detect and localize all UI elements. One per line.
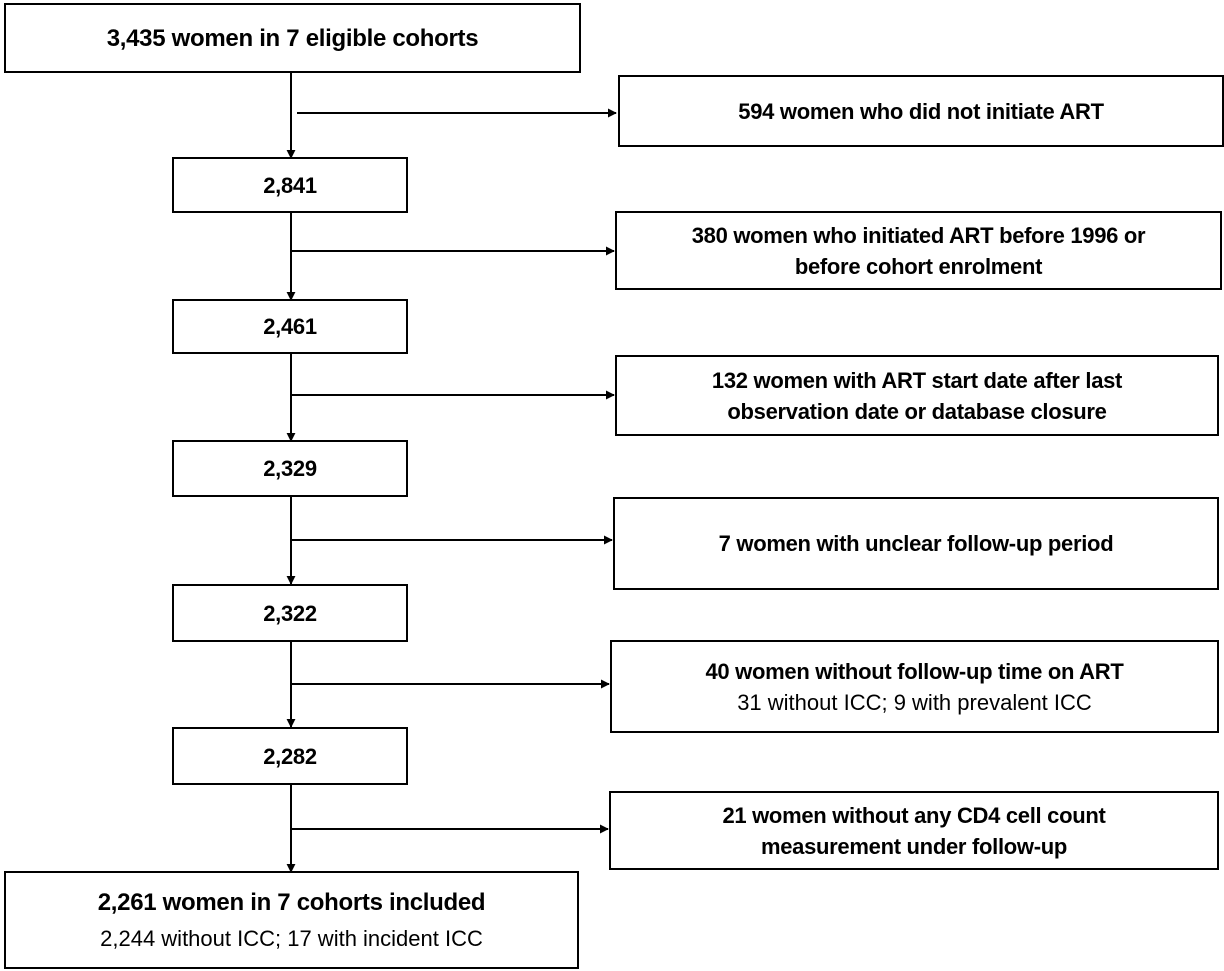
count-value: 2,841 (263, 172, 317, 198)
exclusion-line: observation date or database closure (727, 398, 1107, 424)
exclusion-line: before cohort enrolment (794, 253, 1043, 279)
count-value: 2,322 (263, 600, 317, 626)
exclusion-line: 594 women who did not initiate ART (738, 98, 1104, 124)
exclusion-box-6: 21 women without any CD4 cell count meas… (609, 791, 1219, 870)
count-box-5: 2,282 (172, 727, 408, 785)
exclusion-box-5: 40 women without follow-up time on ART 3… (610, 640, 1219, 733)
exclusion-box-3: 132 women with ART start date after last… (615, 355, 1219, 436)
exclusion-box-4: 7 women with unclear follow-up period (613, 497, 1219, 590)
start-title: 3,435 women in 7 eligible cohorts (106, 24, 479, 52)
exclusion-box-2: 380 women who initiated ART before 1996 … (615, 211, 1222, 290)
exclusion-line: measurement under follow-up (760, 833, 1068, 859)
exclusion-detail: 31 without ICC; 9 with prevalent ICC (737, 689, 1092, 715)
exclusion-box-1: 594 women who did not initiate ART (618, 75, 1224, 147)
count-box-1: 2,841 (172, 157, 408, 213)
final-title: 2,261 women in 7 cohorts included (97, 889, 486, 916)
exclusion-line: 132 women with ART start date after last (711, 367, 1123, 393)
exclusion-line: 40 women without follow-up time on ART (705, 658, 1124, 684)
final-box: 2,261 women in 7 cohorts included 2,244 … (4, 871, 579, 969)
count-value: 2,329 (263, 456, 317, 481)
exclusion-line: 7 women with unclear follow-up period (718, 531, 1114, 556)
final-detail: 2,244 without ICC; 17 with incident ICC (100, 926, 483, 951)
count-box-3: 2,329 (172, 440, 408, 497)
exclusion-line: 380 women who initiated ART before 1996 … (691, 222, 1146, 248)
count-box-4: 2,322 (172, 584, 408, 642)
count-value: 2,461 (263, 314, 317, 339)
exclusion-line: 21 women without any CD4 cell count (722, 802, 1106, 828)
count-box-2: 2,461 (172, 299, 408, 354)
count-value: 2,282 (263, 743, 317, 769)
start-box: 3,435 women in 7 eligible cohorts (4, 3, 581, 73)
